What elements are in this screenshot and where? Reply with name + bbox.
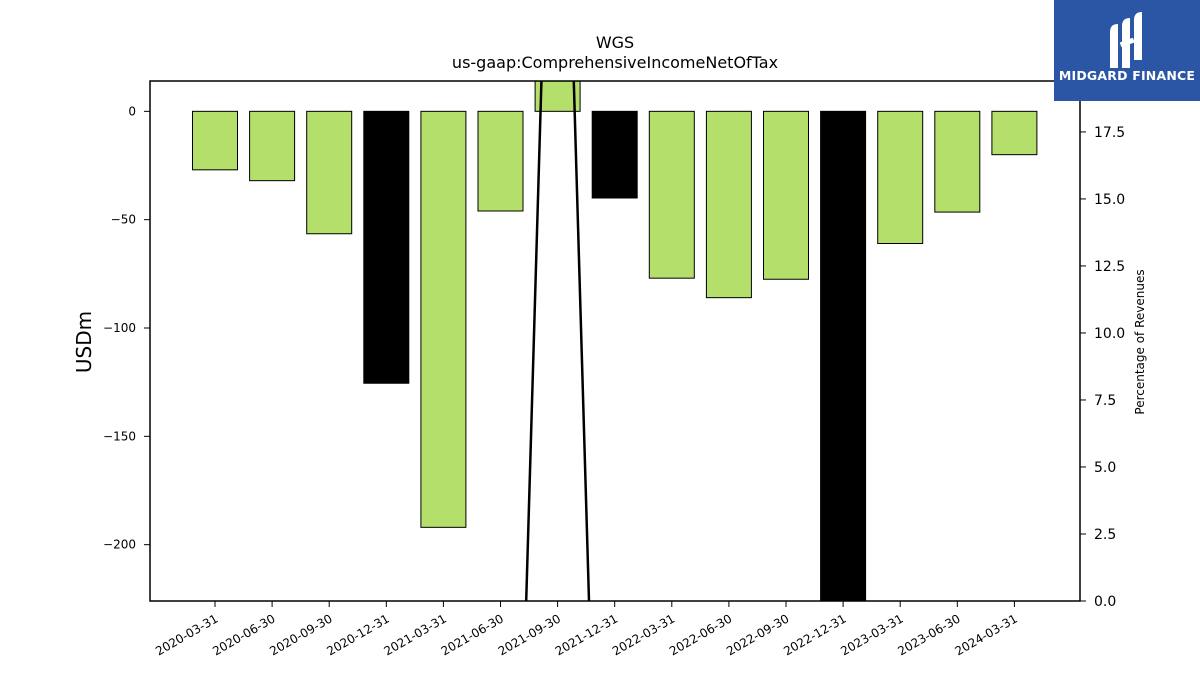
bar-2021-03-31 xyxy=(420,110,467,528)
bar-2024-03-31 xyxy=(991,110,1038,156)
y2-tick-label: 12.5 xyxy=(1094,259,1125,275)
y-axis-label: USDm xyxy=(72,311,96,373)
y-tick-label: −50 xyxy=(111,213,136,227)
ratio-line xyxy=(524,81,591,601)
x-tick-label: 2020-06-30 xyxy=(210,611,277,658)
bar-2022-12-31 xyxy=(820,110,867,602)
logo-text: MIDGARD FINANCE xyxy=(1058,68,1196,83)
x-tick-label: 2024-03-31 xyxy=(952,611,1019,658)
bar-2023-03-31 xyxy=(877,110,924,245)
x-tick-label: 2022-09-30 xyxy=(724,611,791,658)
x-tick-label: 2020-12-31 xyxy=(324,611,391,658)
y2-tick-label: 2.5 xyxy=(1094,527,1116,543)
logo-mark-icon xyxy=(1110,12,1142,68)
y2-tick-label: 7.5 xyxy=(1094,393,1116,409)
y2-tick-label: 17.5 xyxy=(1094,125,1125,141)
x-tick-label: 2022-12-31 xyxy=(781,611,848,658)
x-tick-label: 2021-06-30 xyxy=(439,611,506,658)
bar-2022-03-31 xyxy=(648,110,695,279)
bar-2023-06-30 xyxy=(934,110,981,213)
bar-2020-12-31 xyxy=(363,110,410,384)
y2-tick-label: 5.0 xyxy=(1094,460,1116,476)
y2-tick-label: 10.0 xyxy=(1094,326,1125,342)
y-tick-label: −150 xyxy=(103,429,136,443)
x-tick-label: 2022-06-30 xyxy=(667,611,734,658)
y2-tick-label: 0.0 xyxy=(1094,594,1116,610)
lines-group xyxy=(524,81,591,601)
y-tick-label: 0 xyxy=(128,104,136,118)
y-tick-label: −200 xyxy=(103,538,136,552)
bar-2020-03-31 xyxy=(192,110,238,171)
x-tick-label: 2023-06-30 xyxy=(895,611,962,658)
y-tick-label: −100 xyxy=(103,321,136,335)
x-tick-label: 2022-03-31 xyxy=(610,611,677,658)
bar-2021-12-31 xyxy=(591,110,638,199)
bar-2020-09-30 xyxy=(306,110,353,235)
x-tick-label: 2021-03-31 xyxy=(381,611,448,658)
chart-title: WGS xyxy=(596,33,634,52)
x-tick-label: 2023-03-31 xyxy=(838,611,905,658)
bar-2022-06-30 xyxy=(705,110,752,299)
x-tick-label: 2020-03-31 xyxy=(153,611,220,658)
chart-subtitle: us-gaap:ComprehensiveIncomeNetOfTax xyxy=(452,53,778,72)
bar-2021-09-30 xyxy=(534,80,581,112)
x-tick-label: 2021-09-30 xyxy=(496,611,563,658)
bar-2021-06-30 xyxy=(477,110,524,212)
x-tick-label: 2020-09-30 xyxy=(267,611,334,658)
bars-group xyxy=(192,80,1038,602)
brand-logo: MIDGARD FINANCE xyxy=(1054,0,1200,101)
x-tick-label: 2021-12-31 xyxy=(553,611,620,658)
bar-2022-09-30 xyxy=(763,110,809,280)
y2-axis-label: Percentage of Revenues xyxy=(1133,269,1147,414)
bar-2020-06-30 xyxy=(249,110,296,182)
y2-tick-label: 15.0 xyxy=(1094,192,1125,208)
